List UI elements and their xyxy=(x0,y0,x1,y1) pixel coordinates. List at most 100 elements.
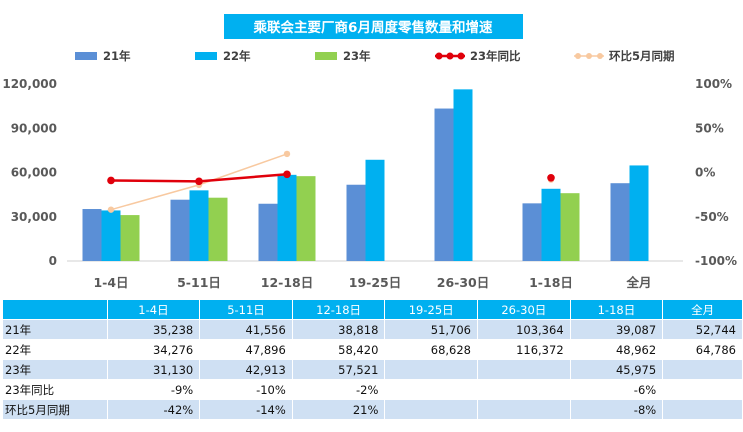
bar xyxy=(120,215,140,261)
data-table: 1-4日 5-11日 12-18日 19-25日 26-30日 1-18日 全月 21年 35… xyxy=(2,299,743,420)
table-cell: 34,276 xyxy=(106,339,201,360)
legend-marker xyxy=(575,53,581,59)
table-cell: 58,420 xyxy=(291,339,386,360)
y-right-tick-label: -50% xyxy=(695,210,729,224)
y-left-tick-label: 0 xyxy=(49,254,57,268)
table-cell: 51,706 xyxy=(384,319,478,340)
legend: 21年 22年 23年 23年同比 环比5月同期 xyxy=(75,49,675,63)
bar xyxy=(258,203,278,261)
x-tick-label: 19-25日 xyxy=(349,275,401,290)
table-cell: -6% xyxy=(569,379,664,400)
table-cell xyxy=(477,379,571,400)
bar xyxy=(629,165,649,261)
legend-label: 23年 xyxy=(343,49,371,63)
bar xyxy=(277,174,297,261)
y-left-tick-label: 120,000 xyxy=(2,77,57,91)
table-column-header: 1-4日 xyxy=(106,299,201,320)
plot-area: 0 30,000 60,000 90,000 120,000 -100% -50% 0% 50%… xyxy=(2,77,737,290)
bar xyxy=(346,184,366,261)
table-corner xyxy=(2,299,108,320)
bar xyxy=(610,183,630,261)
table-cell xyxy=(662,379,743,400)
table-column-header: 全月 xyxy=(662,299,743,320)
x-tick-label: 1-18日 xyxy=(529,275,573,290)
table-cell xyxy=(477,399,571,420)
table-row: 22年 34,276 47,896 58,420 68,628 116,372 48,962… xyxy=(2,339,743,360)
legend-label: 22年 xyxy=(223,49,251,63)
table-cell: 38,818 xyxy=(291,319,386,340)
table-cell: 48,962 xyxy=(569,339,664,360)
table-cell: -14% xyxy=(199,399,293,420)
table-cell xyxy=(384,359,478,380)
chart-title: 乘联会主要厂商6月周度零售数量和增速 xyxy=(253,19,493,36)
bar xyxy=(82,209,102,261)
table-row: 23年 31,130 42,913 57,521 45,975 xyxy=(2,359,743,380)
mom-series-point xyxy=(283,150,291,158)
table-cell xyxy=(384,379,478,400)
table-row-label: 环比5月同期 xyxy=(2,399,108,420)
table-cell: -2% xyxy=(291,379,386,400)
table-cell: 41,556 xyxy=(199,319,293,340)
bar xyxy=(189,190,209,261)
legend-label: 21年 xyxy=(103,49,131,63)
table-cell: -9% xyxy=(106,379,201,400)
legend-label: 23年同比 xyxy=(470,49,521,63)
title-background xyxy=(224,14,523,39)
bar xyxy=(170,199,190,261)
table-column-header: 26-30日 xyxy=(477,299,571,320)
y-right-tick-label: -100% xyxy=(695,254,737,268)
x-tick-label: 5-11日 xyxy=(177,275,221,290)
bar xyxy=(296,176,316,261)
x-tick-label: 1-4日 xyxy=(93,275,128,290)
table-cell: 45,975 xyxy=(569,359,664,380)
y-left-tick-label: 60,000 xyxy=(11,166,57,180)
yoy-series-point xyxy=(107,176,115,185)
table-cell: 39,087 xyxy=(569,319,664,340)
table-cell: 31,130 xyxy=(106,359,201,380)
legend-marker xyxy=(457,52,465,60)
table-cell: 21% xyxy=(291,399,386,420)
x-tick-label: 12-18日 xyxy=(261,275,313,290)
table-cell xyxy=(662,399,743,420)
table-cell xyxy=(384,399,478,420)
table-cell: 116,372 xyxy=(477,339,571,360)
table-cell: 35,238 xyxy=(106,319,201,340)
table-cell: 57,521 xyxy=(291,359,386,380)
yoy-series-point xyxy=(283,170,291,179)
bar xyxy=(434,108,454,261)
yoy-series-point xyxy=(547,174,555,182)
table-row-label: 23年同比 xyxy=(2,379,108,400)
table-row: 21年 35,238 41,556 38,818 51,706 103,364 39,087… xyxy=(2,319,743,340)
legend-marker xyxy=(446,52,454,60)
y-right-tick-label: 0% xyxy=(695,166,715,180)
table-cell: 47,896 xyxy=(199,339,293,360)
legend-marker xyxy=(586,53,592,59)
legend-swatch xyxy=(315,52,337,60)
bar xyxy=(541,188,561,261)
bar xyxy=(453,89,473,261)
table-column-header: 1-18日 xyxy=(569,299,664,320)
y-left-tick-label: 90,000 xyxy=(11,121,57,135)
bar xyxy=(101,210,121,261)
bar xyxy=(522,203,542,261)
table-header-row: 1-4日 5-11日 12-18日 19-25日 26-30日 1-18日 全月 xyxy=(2,299,743,320)
table-cell: -42% xyxy=(106,399,201,420)
legend-label: 环比5月同期 xyxy=(609,49,675,63)
table-cell: 42,913 xyxy=(199,359,293,380)
x-tick-label: 26-30日 xyxy=(437,275,489,290)
table-cell xyxy=(477,359,571,380)
bar xyxy=(208,197,228,261)
y-right-tick-label: 50% xyxy=(695,121,724,135)
table-column-header: 12-18日 xyxy=(291,299,386,320)
table-cell: 64,786 xyxy=(662,339,743,360)
table-row: 23年同比 -9% -10% -2% -6% xyxy=(2,379,743,400)
table-cell: 68,628 xyxy=(384,339,478,360)
table-row-label: 22年 xyxy=(2,339,108,360)
legend-marker xyxy=(597,53,603,59)
yoy-series-point xyxy=(195,177,203,186)
table-column-header: 19-25日 xyxy=(384,299,478,320)
bar xyxy=(560,193,580,261)
table-column-header: 5-11日 xyxy=(199,299,293,320)
x-tick-label: 全月 xyxy=(625,275,651,290)
table-cell: -8% xyxy=(569,399,664,420)
